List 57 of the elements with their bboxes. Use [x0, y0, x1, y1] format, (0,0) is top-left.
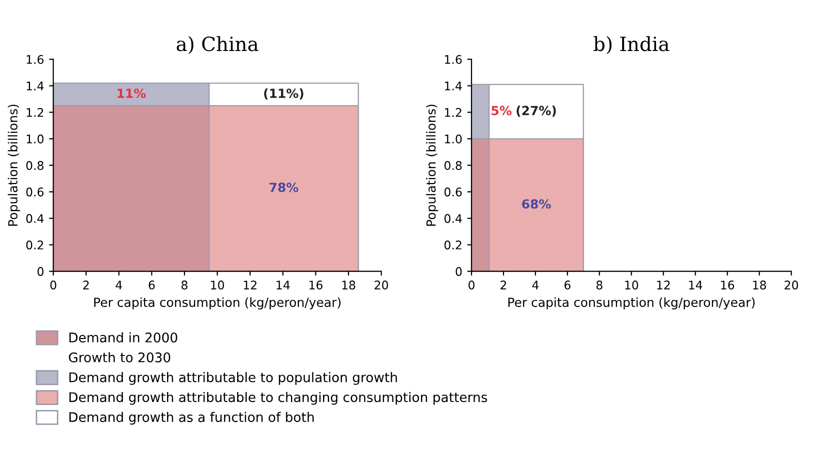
- x-tick-label: 10: [625, 280, 638, 290]
- x-axis-title: Per capita consumption (kg/peron/year): [94, 297, 341, 310]
- annotation: (27%): [516, 106, 556, 117]
- y-tick-label: 0.8: [444, 161, 462, 170]
- y-tick-label: 1.4: [26, 82, 44, 90]
- x-tick-label: 16: [309, 280, 322, 290]
- y-axis-title: Population (billions): [8, 104, 20, 226]
- annotation: 11%: [118, 88, 146, 98]
- y-tick-label: 1.2: [26, 108, 44, 117]
- x-tick-label: 0: [468, 280, 474, 290]
- x-tick-label: 6: [564, 280, 570, 290]
- annotation: (11%): [264, 88, 304, 100]
- x-tick-label: 12: [244, 280, 256, 290]
- y-tick-label: 0.6: [444, 188, 462, 196]
- legend-label: Demand in 2000: [69, 332, 178, 342]
- x-tick-label: 20: [374, 280, 388, 290]
- x-tick-label: 2: [83, 280, 89, 290]
- y-tick-label: 0.6: [26, 188, 44, 196]
- y-tick-label: 1.0: [444, 134, 462, 144]
- y-tick-label: 1.6: [26, 55, 44, 64]
- annotation: 78%: [270, 182, 298, 192]
- chart-title: b) India: [594, 36, 670, 54]
- x-tick-label: 4: [116, 280, 122, 290]
- x-tick-label: 10: [211, 280, 224, 290]
- y-tick-label: 0.2: [26, 240, 44, 250]
- y-tick-label: 0.4: [26, 214, 44, 223]
- y-tick-label: 0.4: [444, 214, 462, 223]
- legend-label: Demand growth as a function of both: [69, 412, 314, 425]
- y-tick-label: 1.2: [444, 108, 462, 117]
- x-tick-label: 8: [596, 280, 602, 290]
- annotation: 68%: [522, 199, 551, 209]
- x-tick-label: 18: [342, 280, 356, 290]
- y-axis-title: Population (billions): [426, 104, 438, 226]
- x-tick-label: 12: [657, 280, 670, 290]
- x-tick-label: 8: [182, 280, 188, 290]
- y-tick-label: 0: [456, 267, 462, 276]
- y-tick-label: 0.8: [26, 161, 44, 170]
- y-tick-label: 1.6: [444, 55, 462, 64]
- chart-title: a) China: [176, 36, 258, 54]
- y-tick-label: 1.4: [444, 82, 462, 90]
- legend-label: Demand growth attributable to changing consumption patterns: [69, 392, 488, 405]
- x-tick-label: 14: [689, 280, 702, 290]
- x-tick-label: 18: [753, 280, 766, 290]
- x-tick-label: 14: [276, 280, 290, 290]
- x-tick-label: 0: [50, 280, 56, 290]
- y-tick-label: 0: [38, 267, 44, 276]
- x-tick-label: 16: [721, 280, 734, 290]
- y-tick-label: 0.2: [444, 240, 462, 250]
- x-tick-label: 20: [784, 280, 798, 290]
- x-axis-title: Per capita consumption (kg/peron/year): [508, 297, 755, 310]
- y-tick-label: 1.0: [26, 134, 44, 144]
- x-tick-label: 4: [532, 280, 539, 290]
- x-tick-label: 2: [500, 280, 506, 290]
- legend-label: Demand growth attributable to population growth: [69, 372, 397, 385]
- annotation: 5%: [492, 106, 512, 116]
- x-tick-label: 6: [148, 280, 155, 290]
- legend-title: Growth to 2030: [68, 352, 170, 362]
